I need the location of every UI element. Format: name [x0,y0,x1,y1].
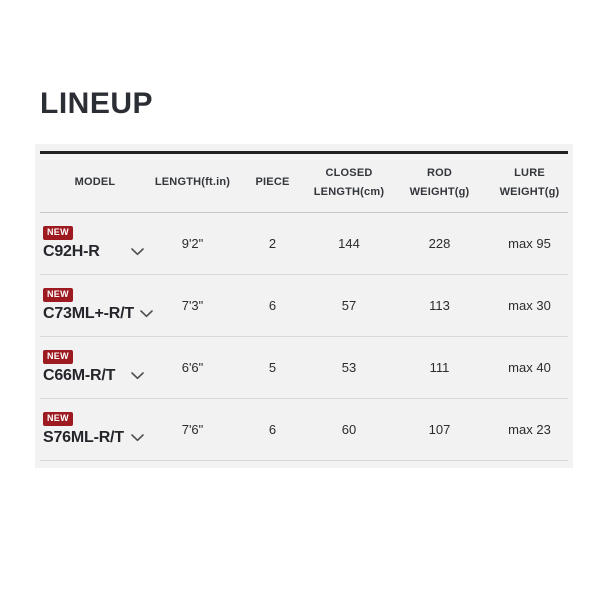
rod-weight-value: 107 [428,422,451,437]
new-badge: NEW [43,412,73,426]
table-row: NEW C66M-R/T 6'6" 5 53 111 max 40 [40,337,568,399]
model-cell: NEW C66M-R/T [40,337,150,398]
table-row: NEW C92H-R 9'2" 2 144 228 max 95 [40,213,568,275]
column-header-model: MODEL [74,176,116,189]
page-title: LINEUP [40,87,154,120]
closed-length-value: 60 [341,422,357,437]
rod-weight-value: 228 [428,236,451,251]
model-cell: NEW C92H-R [40,213,150,274]
model-expander[interactable]: C73ML+-R/T [43,305,153,323]
model-expander[interactable]: C66M-R/T [43,367,144,385]
model-name: S76ML-R/T [43,429,124,446]
piece-value: 2 [268,236,277,251]
rod-weight-value: 113 [429,298,450,313]
piece-value: 6 [268,298,277,313]
new-badge: NEW [43,288,73,302]
piece-value: 5 [268,360,277,375]
closed-length-value: 144 [338,236,360,251]
chevron-down-icon[interactable] [140,310,153,318]
column-header-lure-weight: LURE WEIGHT(g) [499,166,560,198]
lineup-table: MODEL LENGTH(ft.in) PIECE CLOSED LENGTH(… [40,151,568,461]
new-badge: NEW [43,350,73,364]
lure-weight-value: max 23 [508,422,551,437]
column-header-piece: PIECE [255,176,290,189]
lure-weight-value: max 30 [508,298,551,313]
lineup-table-container: MODEL LENGTH(ft.in) PIECE CLOSED LENGTH(… [35,144,573,468]
piece-value: 6 [268,422,277,437]
closed-length-value: 57 [341,298,357,313]
model-cell: NEW S76ML-R/T [40,399,150,460]
rod-weight-value: 111 [429,360,450,375]
chevron-down-icon[interactable] [131,434,144,442]
length-value: 9'2" [181,236,204,251]
closed-length-value: 53 [341,360,357,375]
model-expander[interactable]: S76ML-R/T [43,429,144,447]
chevron-down-icon[interactable] [131,372,144,380]
lure-weight-value: max 95 [508,236,551,251]
new-badge: NEW [43,226,73,240]
length-value: 7'6" [181,422,204,437]
column-header-rod-weight: ROD WEIGHT(g) [409,166,470,198]
table-row: NEW S76ML-R/T 7'6" 6 60 107 max 23 [40,399,568,461]
model-name: C92H-R [43,243,100,260]
column-header-closed-length: CLOSED LENGTH(cm) [313,166,385,198]
table-row: NEW C73ML+-R/T 7'3" 6 57 113 max 30 [40,275,568,337]
length-value: 7'3" [181,298,204,313]
lure-weight-value: max 40 [508,360,551,375]
table-header-row: MODEL LENGTH(ft.in) PIECE CLOSED LENGTH(… [40,154,568,213]
model-cell: NEW C73ML+-R/T [40,275,153,336]
model-name: C66M-R/T [43,367,116,384]
model-name: C73ML+-R/T [43,305,134,322]
chevron-down-icon[interactable] [131,248,144,256]
model-expander[interactable]: C92H-R [43,243,144,261]
column-header-length: LENGTH(ft.in) [154,176,231,189]
length-value: 6'6" [181,360,204,375]
